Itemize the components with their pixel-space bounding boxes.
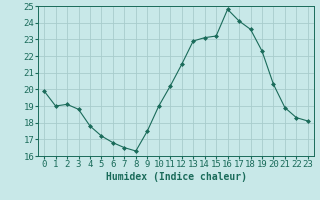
X-axis label: Humidex (Indice chaleur): Humidex (Indice chaleur) [106, 172, 246, 182]
